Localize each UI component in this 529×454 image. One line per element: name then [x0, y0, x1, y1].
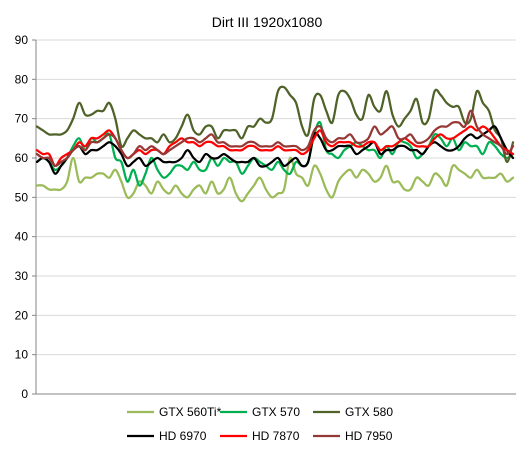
y-tick-label: 90 — [15, 33, 29, 47]
axes: 0 10 20 30 40 50 60 70 80 90 — [15, 33, 516, 401]
y-tick-label: 50 — [15, 190, 29, 204]
legend-label: HD 7950 — [345, 429, 393, 443]
series-line-gtx-560ti — [35, 156, 515, 203]
y-tick-label: 30 — [15, 269, 29, 283]
legend-label: GTX 560Ti* — [159, 405, 222, 419]
y-tick-label: 10 — [15, 348, 29, 362]
legend-item-gtx-580: GTX 580 — [313, 405, 393, 419]
y-tick-label: 70 — [15, 112, 29, 126]
legend-item-hd-7870: HD 7870 — [220, 429, 300, 443]
series-line-hd-7950 — [35, 109, 515, 168]
legend-item-gtx-560ti: GTX 560Ti* — [127, 405, 222, 419]
legend-item-hd-7950: HD 7950 — [313, 429, 393, 443]
chart-title: Dirt III 1920x1080 — [212, 14, 323, 30]
series-lines — [35, 85, 515, 203]
legend: GTX 560Ti* GTX 570 GTX 580 HD 6970 HD 7870 HD… — [127, 405, 393, 443]
legend-item-hd-6970: HD 6970 — [127, 429, 207, 443]
y-tick-label: 80 — [15, 72, 29, 86]
series-line-gtx-580 — [35, 85, 515, 164]
y-tick-label: 0 — [21, 387, 28, 401]
legend-label: GTX 580 — [345, 405, 393, 419]
legend-label: HD 6970 — [159, 429, 207, 443]
legend-label: HD 7870 — [252, 429, 300, 443]
y-tick-label: 20 — [15, 308, 29, 322]
legend-item-gtx-570: GTX 570 — [220, 405, 300, 419]
legend-label: GTX 570 — [252, 405, 300, 419]
y-tick-label: 60 — [15, 151, 29, 165]
series-line-gtx-570 — [35, 120, 515, 187]
series-line-hd-6970 — [35, 125, 515, 175]
y-tick-label: 40 — [15, 230, 29, 244]
